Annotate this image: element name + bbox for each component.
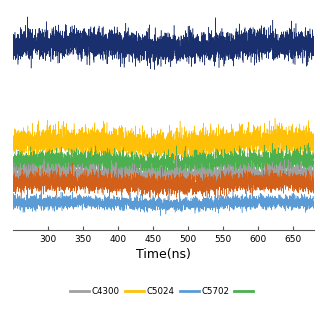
X-axis label: Time(ns): Time(ns) xyxy=(136,248,191,261)
Legend: C4300, C5024, C5702, : C4300, C5024, C5702, xyxy=(67,284,260,300)
